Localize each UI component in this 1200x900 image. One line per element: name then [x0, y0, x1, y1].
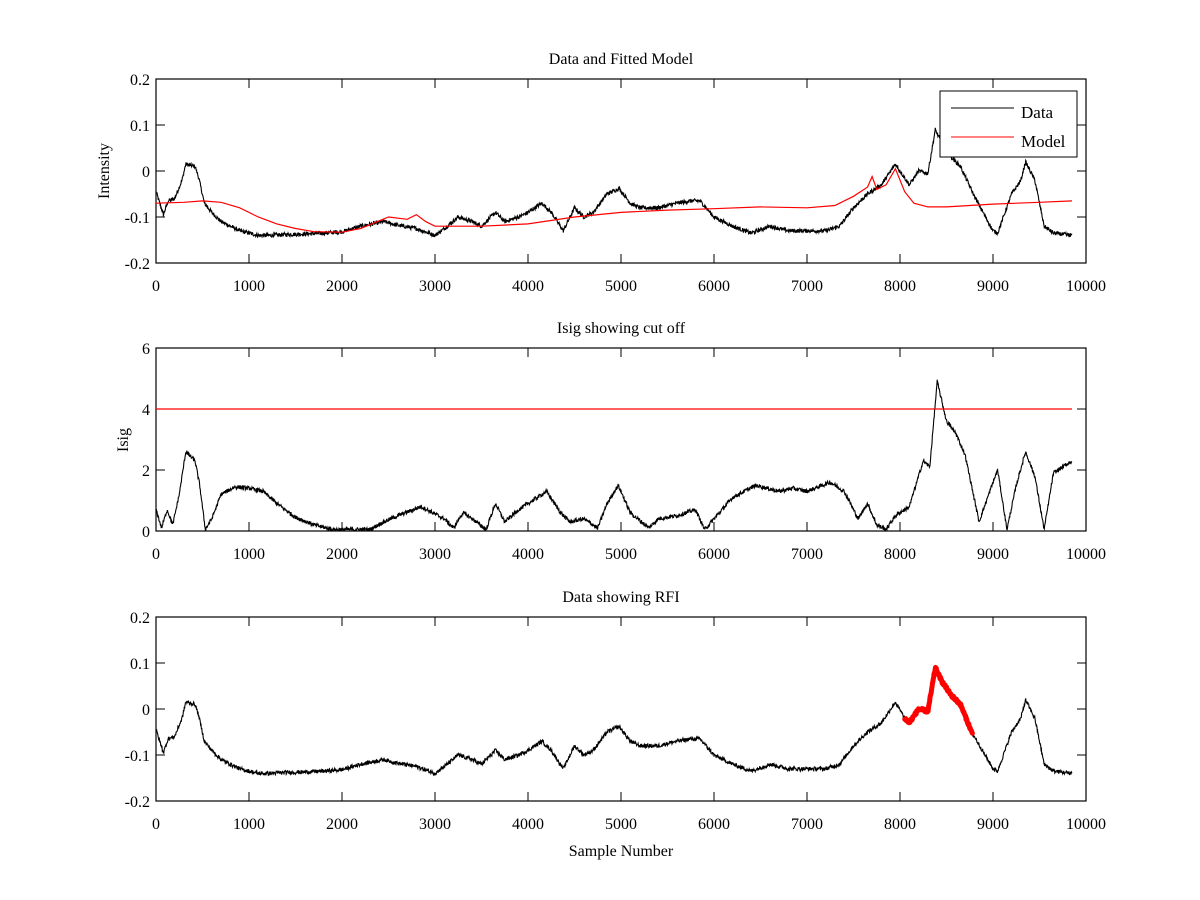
x-tick-label: 6000: [698, 278, 730, 295]
x-axis-label: Sample Number: [569, 843, 674, 860]
x-tick-label: 9000: [977, 816, 1009, 833]
y-tick-label: 0.2: [130, 610, 150, 627]
x-tick-label: 0: [152, 546, 160, 563]
x-tick-label: 7000: [791, 278, 823, 295]
y-axis-label: Isig: [115, 428, 132, 452]
x-tick-label: 10000: [1066, 816, 1106, 833]
series-group: [156, 127, 1073, 239]
series-line-model: [156, 167, 1073, 233]
x-tick-label: 0: [152, 816, 160, 833]
x-tick-label: 5000: [605, 278, 637, 295]
x-tick-label: 10000: [1066, 278, 1106, 295]
x-tick-label: 5000: [605, 816, 637, 833]
x-tick-label: 4000: [512, 816, 544, 833]
series-group: [156, 664, 1073, 777]
y-tick-label: 0: [142, 702, 150, 719]
x-tick-label: 1000: [233, 278, 265, 295]
y-tick-label: 4: [142, 402, 150, 419]
plot-area: 0 1000 2000 3000 4000 5000 6000 7000 8000 9000 100…: [125, 72, 1106, 295]
y-tick-label: 0.1: [130, 118, 150, 135]
y-tick-label: 6: [142, 341, 150, 358]
y-tick-label: 2: [142, 463, 150, 480]
y-tick-label: -0.1: [125, 748, 150, 765]
y-tick-label: -0.1: [125, 210, 150, 227]
x-tick-label: 6000: [698, 816, 730, 833]
x-tick-label: 9000: [977, 278, 1009, 295]
x-tick-label: 8000: [884, 546, 916, 563]
x-tick-label: 3000: [419, 278, 451, 295]
x-tick-label: 2000: [326, 816, 358, 833]
y-tick-label: -0.2: [125, 256, 150, 273]
legend-box: [939, 90, 1078, 158]
y-tick-label: -0.2: [125, 794, 150, 811]
x-tick-label: 4000: [512, 546, 544, 563]
series-line-data: [156, 127, 1073, 239]
x-tick-label: 2000: [326, 546, 358, 563]
x-tick-label: 10000: [1066, 546, 1106, 563]
plot-area: 0 1000 2000 3000 4000 5000 6000 7000 8000 9000 100…: [125, 610, 1106, 833]
panel-title: Data showing RFI: [562, 589, 679, 606]
x-tick-label: 7000: [791, 816, 823, 833]
x-tick-label: 3000: [419, 546, 451, 563]
series-line-rfi: [902, 664, 975, 736]
panel-isig-showing-cut-off: Isig showing cut off Isig 0 1000 2000 3000 4…: [115, 320, 1106, 563]
series-group: [156, 379, 1073, 531]
legend: Data Model: [939, 90, 1078, 158]
x-tick-label: 2000: [326, 278, 358, 295]
x-tick-label: 3000: [419, 816, 451, 833]
series-line-isig: [156, 379, 1073, 531]
plot-area: 0 1000 2000 3000 4000 5000 6000 7000 8000 9000 100…: [142, 341, 1106, 563]
y-tick-label: 0.2: [130, 72, 150, 89]
x-tick-label: 1000: [233, 546, 265, 563]
x-tick-label: 8000: [884, 278, 916, 295]
panel-data-showing-rfi: Data showing RFI Sample Number 0 1000 2000…: [125, 589, 1106, 860]
panel-data-and-fitted-model: Data and Fitted Model Intensity 0 1000 200…: [96, 51, 1106, 295]
x-tick-label: 9000: [977, 546, 1009, 563]
x-tick-label: 1000: [233, 816, 265, 833]
x-tick-label: 5000: [605, 546, 637, 563]
x-tick-label: 6000: [698, 546, 730, 563]
y-tick-label: 0: [142, 524, 150, 541]
x-tick-label: 7000: [791, 546, 823, 563]
x-tick-label: 8000: [884, 816, 916, 833]
y-tick-label: 0.1: [130, 656, 150, 673]
x-tick-label: 4000: [512, 278, 544, 295]
legend-label-data: Data: [1021, 103, 1054, 122]
panel-title: Data and Fitted Model: [549, 51, 694, 68]
panel-title: Isig showing cut off: [557, 320, 686, 337]
y-tick-label: 0: [142, 164, 150, 181]
y-axis-label: Intensity: [96, 143, 113, 199]
x-tick-label: 0: [152, 278, 160, 295]
legend-label-model: Model: [1021, 132, 1066, 151]
